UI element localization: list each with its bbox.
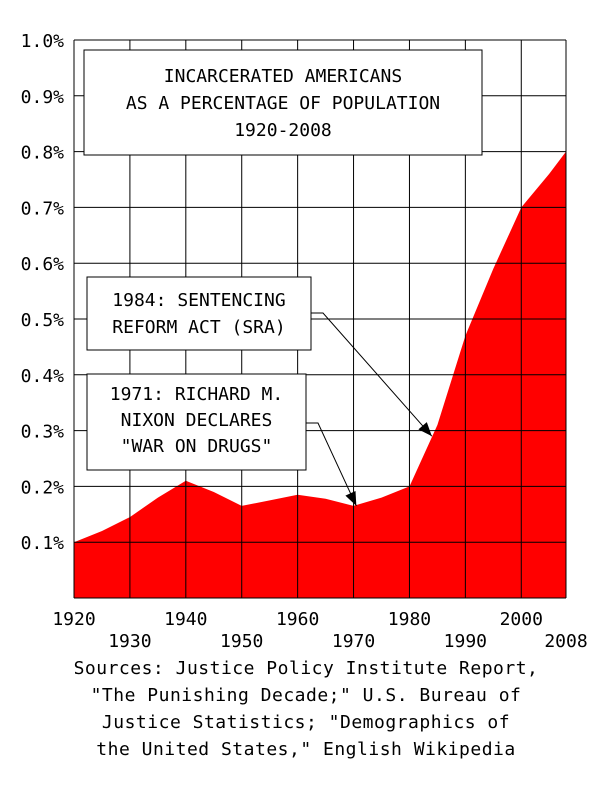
y-tick-label: 0.3% bbox=[21, 422, 65, 443]
incarceration-chart: 1.0% 0.9% 0.8% 0.7% 0.6% 0.5% 0.4% 0.3% 0.2% 0.1%… bbox=[21, 31, 588, 650]
arrowhead-icon bbox=[418, 422, 432, 437]
x-tick-label: 1990 bbox=[444, 631, 487, 650]
arrowhead-icon bbox=[345, 491, 357, 506]
x-tick-label: 1970 bbox=[332, 631, 375, 650]
annotation-text: 1984: SENTENCING bbox=[112, 290, 285, 311]
x-tick-label: 1950 bbox=[220, 631, 263, 650]
y-tick-label: 0.9% bbox=[21, 87, 65, 108]
y-tick-label: 1.0% bbox=[21, 31, 65, 52]
x-tick-label: 1920 bbox=[52, 609, 95, 630]
sources-line: the United States," English Wikipedia bbox=[96, 739, 516, 760]
chart-title-line: INCARCERATED AMERICANS bbox=[164, 66, 402, 87]
x-tick-label: 2008 bbox=[544, 631, 587, 650]
title-box bbox=[83, 49, 483, 156]
x-tick-label: 1940 bbox=[164, 609, 207, 630]
y-tick-label: 0.7% bbox=[21, 198, 65, 219]
y-tick-label: 0.1% bbox=[21, 533, 65, 554]
y-tick-label: 0.5% bbox=[21, 310, 65, 331]
sources-line: "The Punishing Decade;" U.S. Bureau of bbox=[90, 685, 522, 706]
y-tick-label: 0.6% bbox=[21, 254, 65, 275]
sources-line: Sources: Justice Policy Institute Report… bbox=[73, 658, 539, 679]
sources-note: Sources: Justice Policy Institute Report… bbox=[0, 655, 612, 763]
annotation-box bbox=[86, 373, 307, 471]
annotation-leader bbox=[306, 422, 357, 507]
y-tick-label: 0.4% bbox=[21, 366, 65, 387]
annotation-box bbox=[86, 276, 312, 351]
annotation-text: "WAR ON DRUGS" bbox=[121, 436, 273, 457]
chart-title-line: AS A PERCENTAGE OF POPULATION bbox=[126, 93, 440, 114]
x-tick-label: 2000 bbox=[500, 609, 543, 630]
x-tick-label: 1960 bbox=[276, 609, 319, 630]
y-tick-label: 0.8% bbox=[21, 143, 65, 164]
annotation-leader bbox=[311, 312, 433, 437]
y-tick-label: 0.2% bbox=[21, 477, 65, 498]
sources-line: Justice Statistics; "Demographics of bbox=[101, 712, 511, 733]
x-tick-label: 1930 bbox=[108, 631, 151, 650]
annotation-text: 1971: RICHARD M. bbox=[110, 384, 283, 405]
annotation-text: REFORM ACT (SRA) bbox=[112, 317, 285, 338]
chart-title-line: 1920-2008 bbox=[234, 120, 332, 141]
annotation-text: NIXON DECLARES bbox=[121, 410, 273, 431]
x-tick-label: 1980 bbox=[388, 609, 431, 630]
